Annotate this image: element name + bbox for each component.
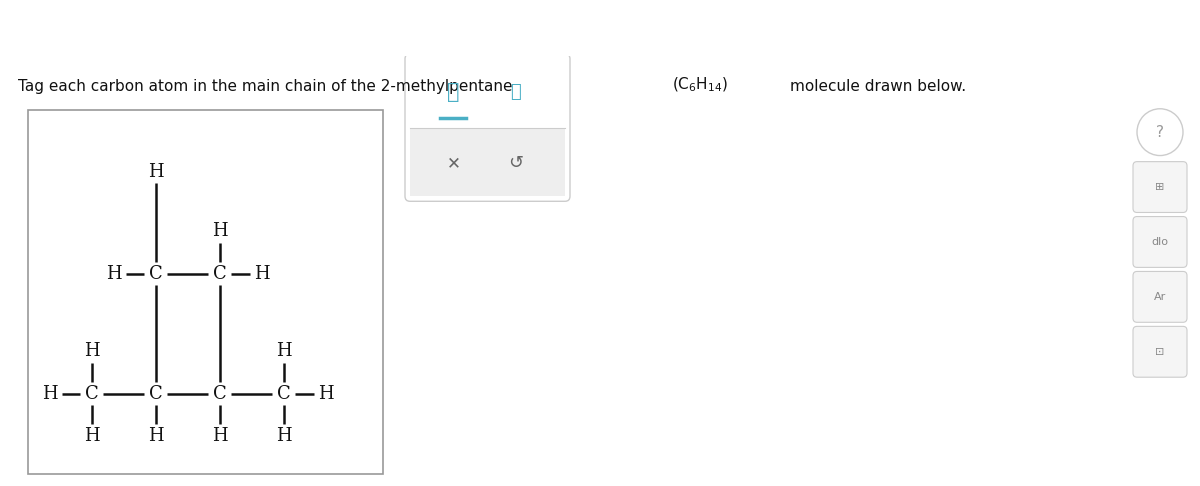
Text: C: C — [212, 264, 227, 282]
FancyBboxPatch shape — [1133, 272, 1187, 322]
Text: H: H — [318, 385, 334, 403]
Text: 🗂: 🗂 — [510, 83, 521, 101]
Text: ▼: ▼ — [22, 24, 30, 34]
FancyBboxPatch shape — [1133, 327, 1187, 377]
Text: H: H — [148, 427, 163, 446]
Text: H: H — [212, 222, 228, 240]
Text: H: H — [276, 427, 292, 446]
Text: ?: ? — [1156, 124, 1164, 139]
Text: C: C — [149, 385, 163, 403]
Text: ⊞: ⊞ — [1156, 182, 1165, 192]
Text: C: C — [212, 385, 227, 403]
Text: C: C — [85, 385, 98, 403]
Text: C: C — [277, 385, 290, 403]
FancyBboxPatch shape — [406, 54, 570, 201]
Text: H: H — [84, 427, 100, 446]
FancyBboxPatch shape — [1133, 217, 1187, 267]
Text: H: H — [276, 342, 292, 360]
Text: H: H — [84, 342, 100, 360]
Text: Tag each carbon atom in the main chain of the 2-methylpentane: Tag each carbon atom in the main chain o… — [18, 79, 512, 94]
Text: $\left(\mathrm{C_6H_{14}}\right)$: $\left(\mathrm{C_6H_{14}}\right)$ — [672, 75, 728, 94]
Text: ✕: ✕ — [446, 154, 461, 172]
FancyBboxPatch shape — [1133, 162, 1187, 212]
Text: H: H — [106, 264, 121, 282]
Text: H: H — [254, 264, 270, 282]
Bar — [28, 110, 383, 474]
Text: H: H — [212, 427, 228, 446]
Text: molecule drawn below.: molecule drawn below. — [790, 79, 966, 94]
Text: ↺: ↺ — [508, 154, 523, 172]
Text: ⊡: ⊡ — [1156, 347, 1165, 357]
Text: Ar: Ar — [1154, 292, 1166, 302]
Bar — [410, 127, 565, 196]
Text: H: H — [148, 163, 163, 181]
Text: H: H — [42, 385, 58, 403]
Text: C: C — [149, 264, 163, 282]
Text: Identifying the main chain of branched alkanes: Identifying the main chain of branched a… — [50, 22, 366, 35]
Text: 🖊: 🖊 — [448, 82, 460, 102]
Text: dlo: dlo — [1152, 237, 1169, 247]
